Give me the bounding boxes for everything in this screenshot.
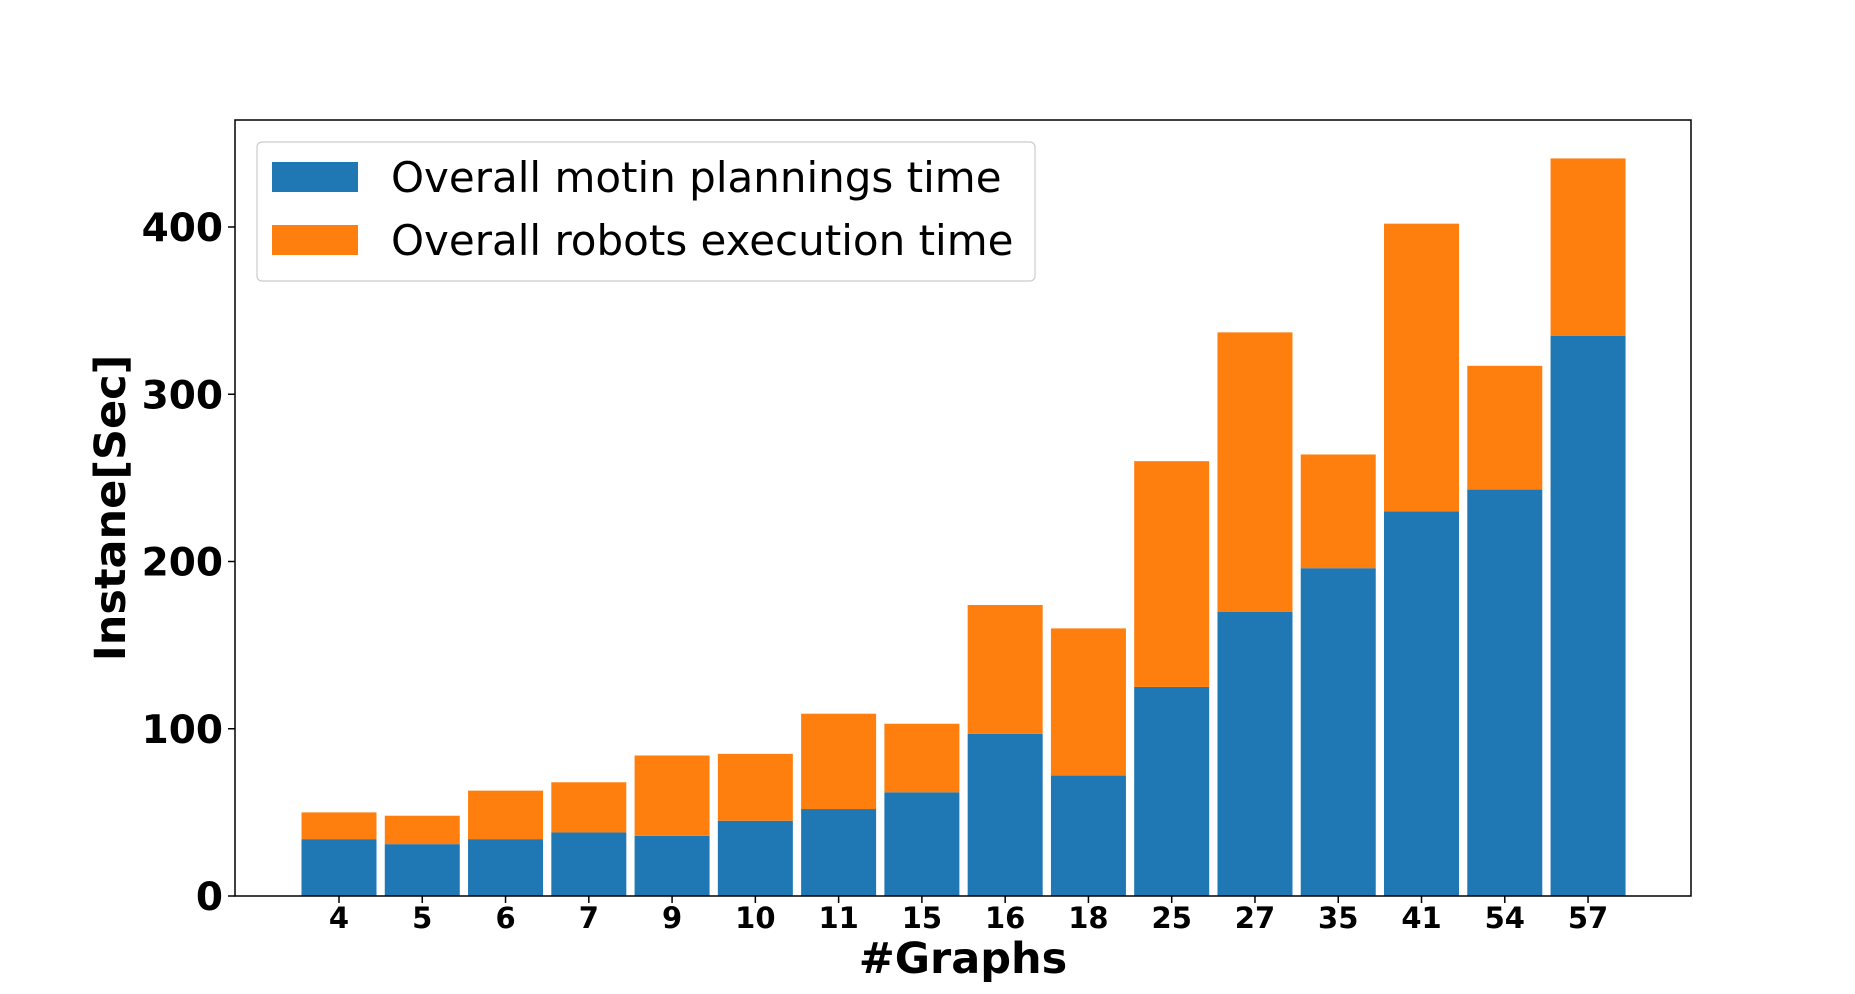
bars-group xyxy=(301,158,1626,897)
legend-label-robots-execution: Overall robots execution time xyxy=(391,216,1013,265)
bar-motion-planning-6 xyxy=(468,839,544,896)
bar-robots-execution-35 xyxy=(1300,454,1376,569)
x-tick-label-5: 5 xyxy=(412,901,432,935)
x-tick-label-7: 7 xyxy=(579,901,599,935)
y-tick-label-0: 0 xyxy=(196,875,223,920)
x-tick-label-15: 15 xyxy=(902,901,942,935)
bar-robots-execution-10 xyxy=(717,753,793,821)
bar-motion-planning-4 xyxy=(301,839,377,896)
legend-swatch-robots-execution xyxy=(272,225,358,255)
bar-robots-execution-4 xyxy=(301,812,377,840)
bar-motion-planning-41 xyxy=(1384,511,1460,896)
legend-frame xyxy=(256,141,1036,282)
bar-motion-planning-18 xyxy=(1050,775,1126,896)
x-tick-label-54: 54 xyxy=(1485,901,1525,935)
bar-robots-execution-27 xyxy=(1217,332,1293,612)
x-tick-label-25: 25 xyxy=(1152,901,1192,935)
bar-motion-planning-5 xyxy=(384,844,460,896)
bar-robots-execution-11 xyxy=(801,713,877,810)
y-axis-ticks: 0 100 200 300 400 xyxy=(142,206,235,920)
bar-robots-execution-9 xyxy=(634,755,710,836)
legend: Overall motin plannings time Overall rob… xyxy=(256,141,1036,282)
x-tick-label-27: 27 xyxy=(1235,901,1275,935)
x-tick-label-35: 35 xyxy=(1318,901,1358,935)
x-tick-label-41: 41 xyxy=(1401,901,1441,935)
x-tick-label-9: 9 xyxy=(662,901,682,935)
bar-motion-planning-54 xyxy=(1467,489,1543,896)
bar-motion-planning-9 xyxy=(634,835,710,896)
bar-robots-execution-5 xyxy=(384,815,460,845)
x-tick-label-57: 57 xyxy=(1568,901,1608,935)
bar-motion-planning-35 xyxy=(1300,568,1376,896)
legend-label-motion-planning: Overall motin plannings time xyxy=(391,153,1002,202)
bar-robots-execution-7 xyxy=(551,782,627,833)
bar-motion-planning-11 xyxy=(801,809,877,896)
x-axis-label: #Graphs xyxy=(859,934,1068,984)
y-tick-label-300: 300 xyxy=(142,373,223,418)
x-tick-label-4: 4 xyxy=(329,901,349,935)
bar-motion-planning-15 xyxy=(884,792,960,896)
bar-motion-planning-57 xyxy=(1550,335,1626,897)
bar-robots-execution-18 xyxy=(1050,628,1126,776)
legend-swatch-motion-planning xyxy=(272,162,358,192)
bar-motion-planning-16 xyxy=(967,733,1043,896)
y-tick-label-100: 100 xyxy=(142,708,223,753)
bar-motion-planning-10 xyxy=(717,820,793,896)
bar-motion-planning-7 xyxy=(551,832,627,896)
y-axis-label: Instane[Sec] xyxy=(86,355,136,661)
bar-robots-execution-57 xyxy=(1550,158,1626,336)
bar-robots-execution-41 xyxy=(1384,223,1460,512)
x-tick-label-6: 6 xyxy=(495,901,515,935)
bar-robots-execution-25 xyxy=(1134,461,1210,687)
x-axis-ticks: 4 5 6 7 9 10 11 15 16 18 25 27 35 41 54 57 xyxy=(329,896,1608,935)
y-tick-label-400: 400 xyxy=(142,206,223,251)
bar-motion-planning-27 xyxy=(1217,611,1293,896)
x-tick-label-16: 16 xyxy=(985,901,1025,935)
bar-motion-planning-25 xyxy=(1134,686,1210,896)
x-tick-label-18: 18 xyxy=(1068,901,1108,935)
x-tick-label-10: 10 xyxy=(735,901,775,935)
bar-robots-execution-16 xyxy=(967,604,1043,734)
bar-robots-execution-6 xyxy=(468,790,544,840)
plot-frame xyxy=(234,119,1692,897)
bar-robots-execution-54 xyxy=(1467,365,1543,490)
x-tick-label-11: 11 xyxy=(818,901,858,935)
bar-robots-execution-15 xyxy=(884,723,960,793)
y-tick-label-200: 200 xyxy=(142,541,223,586)
